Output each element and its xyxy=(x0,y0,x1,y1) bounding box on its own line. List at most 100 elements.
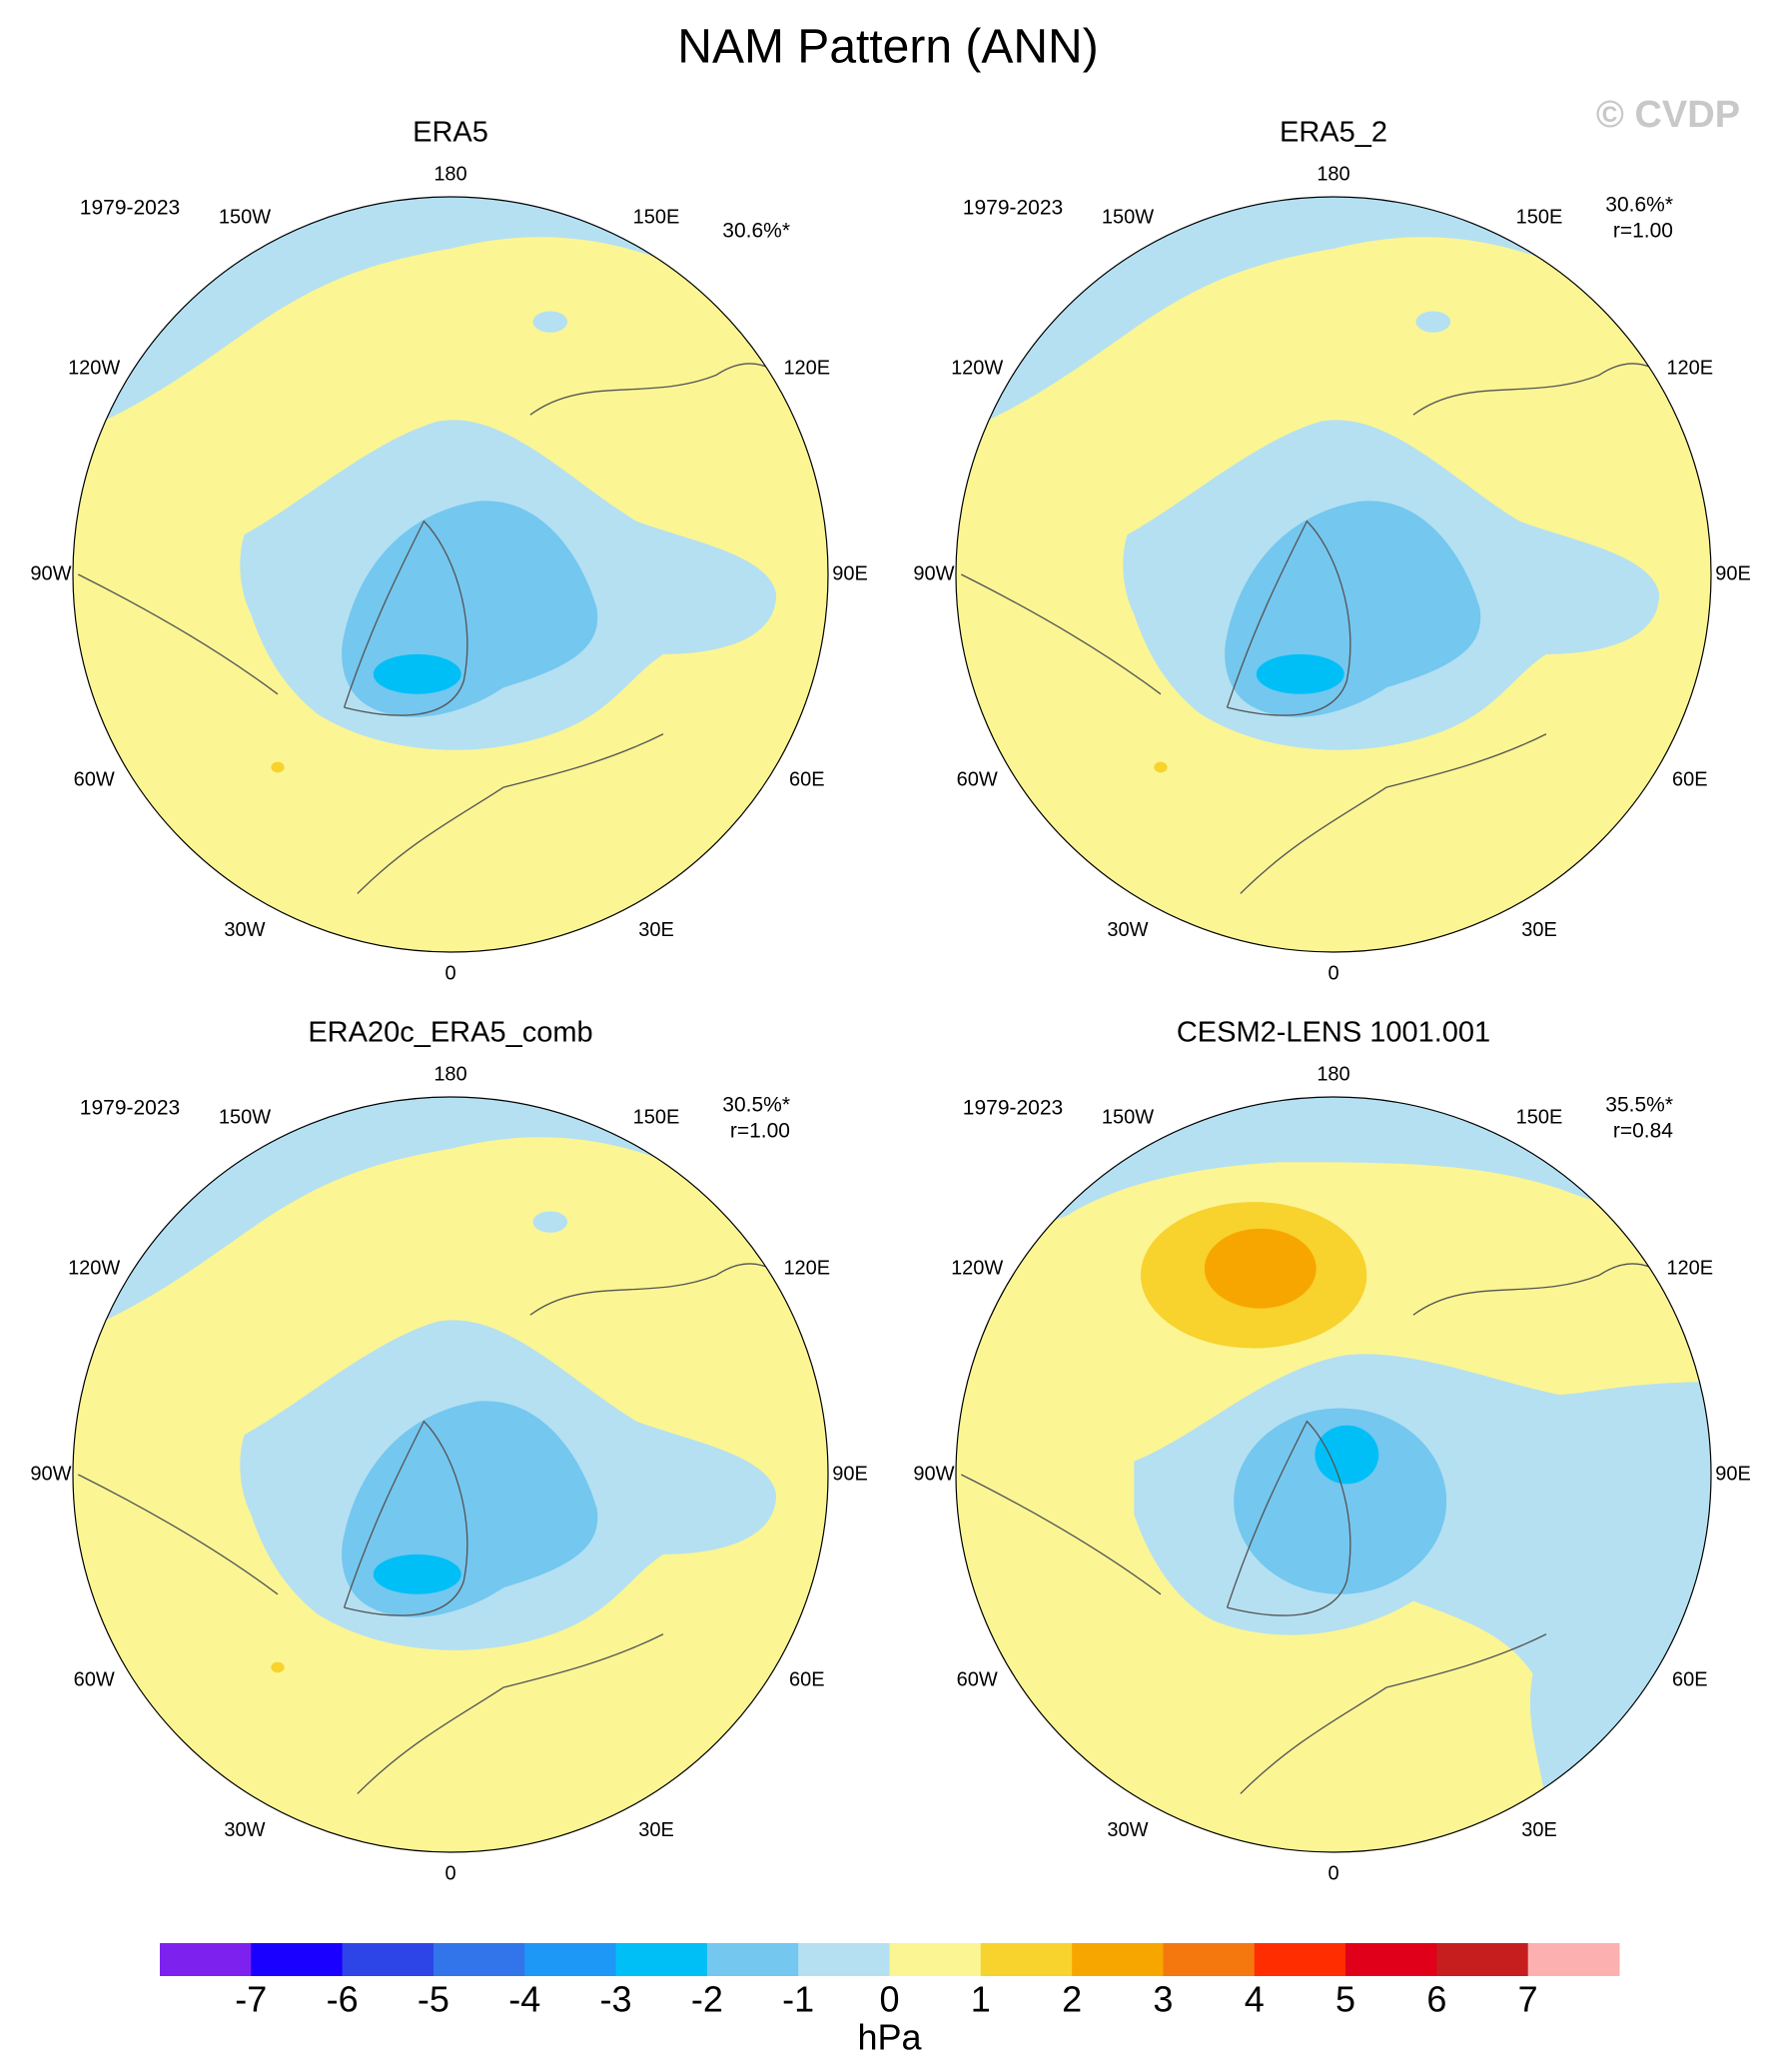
colorbar-tick-label: 7 xyxy=(1518,1979,1538,2020)
map xyxy=(955,1096,1712,1853)
period: 1979-2023 xyxy=(80,197,180,220)
colorbar-swatch xyxy=(889,1943,982,1976)
period: 1979-2023 xyxy=(963,1097,1063,1120)
colorbar-tick-label: 0 xyxy=(879,1979,899,2020)
colorbar-swatch xyxy=(1527,1943,1620,1976)
colorbar-swatch xyxy=(798,1943,890,1976)
longitude-label: 90E xyxy=(832,562,868,584)
longitude-label: 150E xyxy=(1516,1106,1563,1128)
colorbar-swatch xyxy=(706,1943,799,1976)
longitude-label: 120E xyxy=(1666,1257,1713,1279)
panel-title: CESM2-LENS 1001.001 xyxy=(1177,1017,1490,1049)
map-panel: ERA5_2 1979-2023 30.6%* r=1.00 180 150E 120E 90… xyxy=(913,117,1750,985)
colorbar-tick-label: 1 xyxy=(971,1979,991,2020)
colorbar-tick-label: -6 xyxy=(327,1979,359,2020)
colorbar-tick-label: -3 xyxy=(600,1979,632,2020)
explained-variance: 30.6%* xyxy=(1605,194,1673,217)
pattern-correlation: r=1.00 xyxy=(1613,220,1673,243)
map-panel: ERA5 1979-2023 30.6%* 180 150E 120E 90E 60E 30E 0… xyxy=(30,117,867,985)
explained-variance: 30.6%* xyxy=(722,220,790,243)
longitude-label: 180 xyxy=(434,1063,466,1085)
longitude-label: 0 xyxy=(1327,962,1338,984)
colorbar-swatch xyxy=(1436,1943,1529,1976)
longitude-label: 120W xyxy=(951,1257,1003,1279)
period: 1979-2023 xyxy=(963,197,1063,220)
map-border xyxy=(955,196,1712,953)
longitude-label: 30E xyxy=(1521,919,1557,941)
longitude-label: 150E xyxy=(633,1106,680,1128)
longitude-label: 30E xyxy=(1521,1819,1557,1841)
map-panel: CESM2-LENS 1001.001 1979-2023 35.5%* r=0.84… xyxy=(913,1017,1750,1885)
pattern-correlation: r=1.00 xyxy=(730,1120,790,1143)
longitude-label: 60W xyxy=(74,768,115,790)
longitude-label: 60E xyxy=(789,1668,825,1690)
longitude-label: 150E xyxy=(633,206,680,228)
longitude-label: 30E xyxy=(638,919,674,941)
colorbar-tick-label: -1 xyxy=(782,1979,814,2020)
colorbar-swatch xyxy=(1163,1943,1256,1976)
longitude-label: 60W xyxy=(957,1668,998,1690)
map xyxy=(72,196,829,953)
colorbar-swatch xyxy=(251,1943,344,1976)
longitude-label: 150W xyxy=(1102,206,1154,228)
period: 1979-2023 xyxy=(80,1097,180,1120)
panel-title: ERA5_2 xyxy=(1280,117,1387,149)
map-fill xyxy=(72,1096,829,1853)
longitude-label: 180 xyxy=(1317,163,1349,185)
colorbar-swatch xyxy=(1254,1943,1346,1976)
longitude-label: 90E xyxy=(832,1463,868,1485)
colorbar-tick-label: 2 xyxy=(1062,1979,1082,2020)
longitude-label: 90W xyxy=(913,562,954,584)
colorbar-tick-label: -2 xyxy=(691,1979,723,2020)
colorbar-swatch xyxy=(1345,1943,1437,1976)
explained-variance: 35.5%* xyxy=(1605,1094,1673,1117)
map-border xyxy=(72,196,829,953)
map xyxy=(955,196,1712,953)
longitude-label: 0 xyxy=(1327,1862,1338,1884)
longitude-label: 150E xyxy=(1516,206,1563,228)
colorbar-swatch xyxy=(160,1943,252,1976)
longitude-label: 60E xyxy=(789,768,825,790)
longitude-label: 90W xyxy=(30,562,71,584)
colorbar-swatch xyxy=(615,1943,708,1976)
colorbar-swatch xyxy=(524,1943,617,1976)
longitude-label: 30W xyxy=(224,1819,265,1841)
map xyxy=(72,1096,829,1853)
map-contours xyxy=(72,1096,829,1853)
map-contours xyxy=(72,196,829,953)
map-contours xyxy=(955,1096,1712,1853)
colorbar-tick-label: 5 xyxy=(1335,1979,1355,2020)
longitude-label: 0 xyxy=(444,1862,455,1884)
map-border xyxy=(955,1096,1712,1853)
longitude-label: 150W xyxy=(219,1106,271,1128)
figure-title: NAM Pattern (ANN) xyxy=(677,21,1098,74)
longitude-label: 120W xyxy=(68,357,120,379)
longitude-label: 120E xyxy=(783,357,830,379)
longitude-label: 150W xyxy=(1102,1106,1154,1128)
panel-title: ERA5 xyxy=(413,117,488,149)
longitude-label: 120E xyxy=(783,1257,830,1279)
colorbar-swatch xyxy=(433,1943,525,1976)
longitude-label: 180 xyxy=(434,163,466,185)
longitude-label: 90E xyxy=(1715,562,1751,584)
longitude-label: 30W xyxy=(224,919,265,941)
longitude-label: 90E xyxy=(1715,1463,1751,1485)
colorbar-swatch xyxy=(342,1943,435,1976)
map-fill xyxy=(955,196,1712,953)
colorbar-tick-label: 6 xyxy=(1426,1979,1446,2020)
colorbar: -7 -6 -5 -4 -3 -2 -1 0 1 2 3 4 5 6 7 hPa xyxy=(160,1943,1620,2058)
colorbar-swatch xyxy=(980,1943,1073,1976)
colorbar-label: hPa xyxy=(857,2017,922,2058)
explained-variance: 30.5%* xyxy=(722,1094,790,1117)
longitude-label: 180 xyxy=(1317,1063,1349,1085)
panel-title: ERA20c_ERA5_comb xyxy=(308,1017,592,1049)
longitude-label: 120E xyxy=(1666,357,1713,379)
longitude-label: 120W xyxy=(951,357,1003,379)
colorbar-tick-label: 3 xyxy=(1153,1979,1173,2020)
longitude-label: 90W xyxy=(30,1463,71,1485)
longitude-label: 30W xyxy=(1107,919,1148,941)
longitude-label: 0 xyxy=(444,962,455,984)
colorbar-swatch xyxy=(1072,1943,1164,1976)
longitude-label: 120W xyxy=(68,1257,120,1279)
longitude-label: 60E xyxy=(1672,768,1708,790)
